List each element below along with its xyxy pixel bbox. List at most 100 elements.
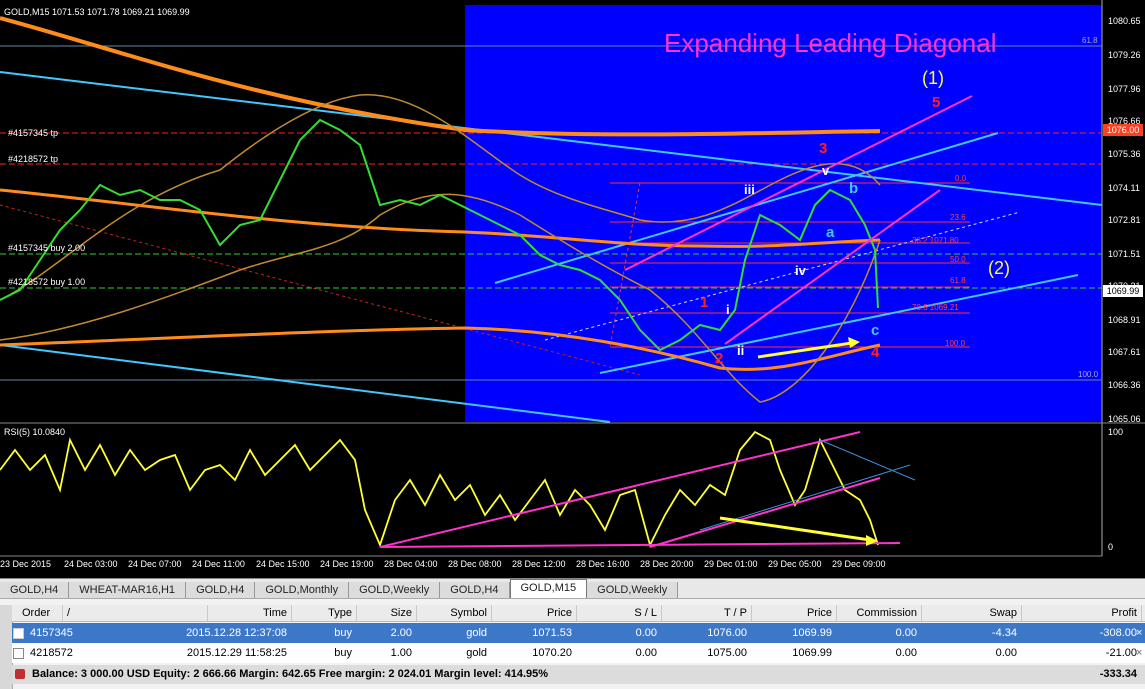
chart-tab[interactable]: GOLD,Weekly bbox=[587, 582, 679, 599]
fib-label: 100.0 bbox=[945, 339, 966, 348]
order-size: 2.00 bbox=[390, 627, 412, 639]
close-order-icon[interactable]: × bbox=[1136, 627, 1143, 639]
col-commission[interactable]: Commission bbox=[837, 605, 922, 621]
col-swap[interactable]: Swap bbox=[922, 605, 1022, 621]
chart-tab[interactable]: GOLD,H4 bbox=[186, 582, 256, 599]
chart-tab[interactable]: GOLD,H4 bbox=[440, 582, 510, 599]
wave-label: 4 bbox=[871, 344, 880, 361]
wave-label: iv bbox=[795, 263, 806, 278]
wave-label: b bbox=[849, 180, 859, 197]
order-current-price: 1069.99 bbox=[792, 647, 832, 659]
time-label: 29 Dec 05:00 bbox=[768, 559, 822, 569]
chart-tab-bar: GOLD,H4 WHEAT-MAR16,H1 GOLD,H4 GOLD,Mont… bbox=[0, 578, 1145, 599]
time-label: 24 Dec 19:00 bbox=[320, 559, 374, 569]
wave-label: 2 bbox=[715, 350, 724, 367]
order-price: 1071.53 bbox=[532, 627, 572, 639]
order-id: 4218572 bbox=[30, 647, 73, 659]
order-sl: 0.00 bbox=[635, 647, 657, 659]
col-current-price[interactable]: Price bbox=[752, 605, 837, 621]
order-time: 2015.12.28 12:37:08 bbox=[186, 627, 287, 639]
current-price-tag: 1069.99 bbox=[1103, 285, 1143, 297]
time-label: 24 Dec 03:00 bbox=[64, 559, 118, 569]
chart-tab[interactable]: WHEAT-MAR16,H1 bbox=[69, 582, 187, 599]
fib-label: 0.0 bbox=[955, 174, 967, 183]
balance-icon bbox=[15, 669, 25, 679]
highlight-zone bbox=[465, 5, 1102, 422]
order-commission: 0.00 bbox=[895, 647, 917, 659]
col-tp[interactable]: T / P bbox=[662, 605, 752, 621]
balance-text: Balance: 3 000.00 USD Equity: 2 666.66 M… bbox=[32, 668, 549, 680]
order-sl: 0.00 bbox=[635, 627, 657, 639]
time-label: 28 Dec 04:00 bbox=[384, 559, 438, 569]
tp-price-tag: 1076.00 bbox=[1103, 124, 1143, 136]
order-tp: 1075.00 bbox=[707, 647, 747, 659]
order-id: 4157345 bbox=[30, 627, 73, 639]
fib-label: 100.0 bbox=[1078, 370, 1099, 379]
chart-header: GOLD,M15 1071.53 1071.78 1069.21 1069.99 bbox=[4, 7, 190, 17]
price-label: 1068.91 bbox=[1108, 315, 1141, 325]
wave-label: c bbox=[871, 322, 880, 339]
order-size: 1.00 bbox=[390, 647, 412, 659]
time-label: 24 Dec 15:00 bbox=[256, 559, 310, 569]
price-label: 1075.36 bbox=[1108, 149, 1141, 159]
order-tp: 1076.00 bbox=[707, 627, 747, 639]
order-symbol: gold bbox=[466, 647, 487, 659]
wave-label: ii bbox=[737, 343, 745, 358]
orders-table-header: Order / Time Type Size Symbol Price S / … bbox=[12, 605, 1145, 622]
price-label: 1067.61 bbox=[1108, 347, 1141, 357]
col-order[interactable]: Order bbox=[22, 605, 63, 621]
chart-tab[interactable]: GOLD,Monthly bbox=[255, 582, 350, 599]
order-swap: 0.00 bbox=[995, 647, 1017, 659]
wave-label: 3 bbox=[819, 140, 828, 157]
order-icon bbox=[13, 648, 24, 659]
fib-label: 61.8 bbox=[950, 276, 966, 285]
order-price: 1070.20 bbox=[532, 647, 572, 659]
rsi-scale-label: 0 bbox=[1108, 542, 1114, 552]
order-time: 2015.12.29 11:58:25 bbox=[186, 647, 287, 659]
col-profit[interactable]: Profit bbox=[1022, 605, 1142, 621]
col-price[interactable]: Price bbox=[492, 605, 577, 621]
col-type[interactable]: Type bbox=[292, 605, 357, 621]
col-size[interactable]: Size bbox=[357, 605, 417, 621]
col-sl[interactable]: S / L bbox=[577, 605, 662, 621]
order-type: buy bbox=[334, 647, 352, 659]
rsi-header: RSI(5) 10.0840 bbox=[4, 427, 66, 437]
order-current-price: 1069.99 bbox=[792, 627, 832, 639]
wave-label: (1) bbox=[922, 68, 944, 88]
col-sort[interactable]: / bbox=[67, 605, 208, 621]
time-label: 28 Dec 16:00 bbox=[576, 559, 630, 569]
wave-label: 5 bbox=[932, 94, 941, 111]
wave-label: a bbox=[826, 224, 835, 241]
rsi-scale-label: 100 bbox=[1108, 427, 1124, 437]
order-commission: 0.00 bbox=[895, 627, 917, 639]
price-label: 1071.51 bbox=[1108, 249, 1141, 259]
close-order-icon[interactable]: × bbox=[1136, 647, 1143, 659]
order-row[interactable]: 4218572 2015.12.29 11:58:25 buy 1.00 gol… bbox=[12, 643, 1145, 663]
time-label: 23 Dec 2015 bbox=[0, 559, 52, 569]
order-symbol: gold bbox=[466, 627, 487, 639]
order-line-label[interactable]: #4218572 tp bbox=[8, 154, 59, 164]
wave-label: i bbox=[726, 302, 730, 317]
price-label: 1077.96 bbox=[1108, 84, 1141, 94]
fib-label: 38.2 1071.80 bbox=[912, 236, 959, 245]
balance-summary-row: Balance: 3 000.00 USD Equity: 2 666.66 M… bbox=[12, 665, 1145, 684]
price-label: 1072.81 bbox=[1108, 215, 1141, 225]
price-chart[interactable]: GOLD,M15 1071.53 1071.78 1069.21 1069.99… bbox=[0, 0, 1145, 578]
chart-title: Expanding Leading Diagonal bbox=[664, 28, 997, 58]
chart-tab[interactable]: GOLD,H4 bbox=[0, 582, 70, 599]
col-time[interactable]: Time bbox=[207, 605, 292, 621]
time-label: 28 Dec 08:00 bbox=[448, 559, 502, 569]
time-label: 28 Dec 20:00 bbox=[640, 559, 694, 569]
chart-tab-active[interactable]: GOLD,M15 bbox=[509, 579, 588, 599]
order-row[interactable]: 4157345 2015.12.28 12:37:08 buy 2.00 gol… bbox=[12, 623, 1145, 643]
order-line-label[interactable]: #4157345 tp bbox=[8, 128, 59, 138]
order-line-label[interactable]: #4218572 buy 1.00 bbox=[8, 277, 86, 287]
chart-tab[interactable]: GOLD,Weekly bbox=[349, 582, 441, 599]
price-label: 1066.36 bbox=[1108, 380, 1141, 390]
terminal-panel: Order / Time Type Size Symbol Price S / … bbox=[0, 598, 1145, 689]
order-icon bbox=[13, 628, 24, 639]
fib-label: 23.6 bbox=[950, 213, 966, 222]
order-line-label[interactable]: #4157345 buy 2.00 bbox=[8, 243, 86, 253]
wave-label: v bbox=[822, 163, 830, 178]
col-symbol[interactable]: Symbol bbox=[417, 605, 492, 621]
